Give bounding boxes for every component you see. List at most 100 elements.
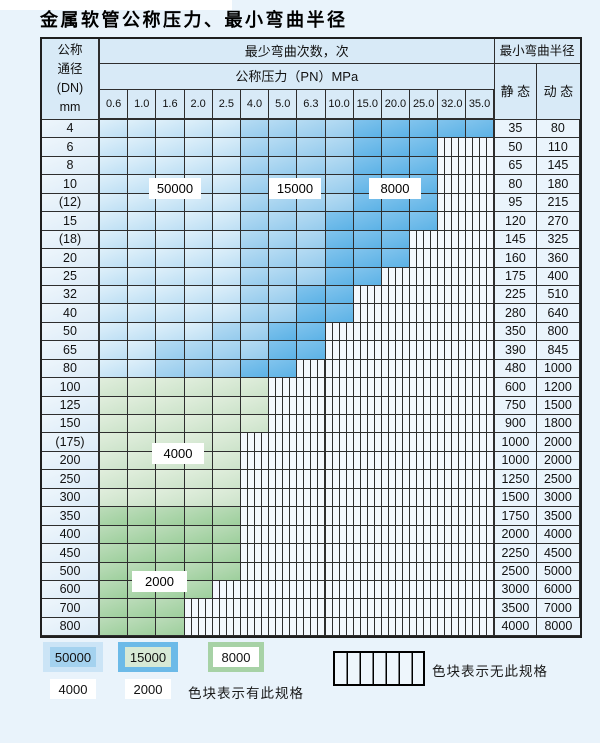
grid-cell <box>438 562 467 581</box>
grid-cell <box>156 285 185 305</box>
grid-cell <box>156 341 185 360</box>
grid-cell <box>184 396 213 415</box>
dynamic-value: 5000 <box>537 562 580 581</box>
grid-cell <box>466 562 495 581</box>
grid-cell <box>410 525 439 545</box>
grid-cell <box>184 267 213 286</box>
grid-cell <box>381 599 411 618</box>
grid-cell <box>269 451 298 471</box>
grid-cell <box>156 525 185 545</box>
static-value: 1250 <box>494 470 538 489</box>
grid-cell <box>438 341 467 360</box>
static-value: 3000 <box>494 580 538 600</box>
grid-cell <box>156 138 185 157</box>
grid-cell <box>269 415 298 434</box>
pressure-tick: 1.0 <box>128 90 157 120</box>
grid-cell <box>100 507 129 526</box>
grid-cell <box>410 580 439 600</box>
grid-cell <box>353 544 382 563</box>
top-white-strip <box>0 0 232 10</box>
grid-cell <box>438 488 467 508</box>
grid-cell <box>353 341 382 360</box>
grid-cell <box>156 212 185 231</box>
grid-cell <box>212 230 241 250</box>
grid-cell <box>269 322 298 342</box>
dn-value: 200 <box>42 451 100 471</box>
grid-cell <box>128 138 157 157</box>
grid-cell <box>325 304 354 323</box>
grid-cell <box>212 433 241 452</box>
grid-cell <box>297 451 326 471</box>
grid-cell <box>156 267 185 286</box>
grid-cell <box>297 415 326 434</box>
grid-cell <box>212 156 241 176</box>
grid-cell <box>184 562 213 581</box>
static-value: 175 <box>494 267 538 286</box>
static-value: 2500 <box>494 562 538 581</box>
dynamic-value: 7000 <box>537 599 580 618</box>
grid-cell <box>325 617 354 637</box>
grid-cell <box>184 415 213 434</box>
grid-cell <box>466 544 495 563</box>
legend-chip-8000: 8000 <box>208 642 264 672</box>
grid-cell <box>212 267 241 286</box>
pressure-tick: 6.3 <box>297 90 326 120</box>
pressure-tick: 15.0 <box>353 90 382 120</box>
grid-cell <box>212 396 241 415</box>
grid-cell <box>438 415 467 434</box>
grid-cell <box>156 156 185 176</box>
legend-hatch-box <box>333 651 425 686</box>
grid-cell <box>438 617 467 637</box>
legend-available-label: 色块表示有此规格 <box>188 686 304 701</box>
grid-cell <box>128 433 157 452</box>
dynamic-value: 4500 <box>537 544 580 563</box>
grid-cell <box>100 322 129 342</box>
static-value: 35 <box>494 120 538 139</box>
grid-cell <box>466 451 495 471</box>
static-value: 1000 <box>494 451 538 471</box>
grid-cell <box>240 544 270 563</box>
grid-cell <box>381 617 411 637</box>
grid-cell <box>212 562 241 581</box>
grid-cell <box>240 525 270 545</box>
grid-cell <box>353 249 382 268</box>
grid-cell <box>353 599 382 618</box>
grid-cell <box>438 525 467 545</box>
grid-cell <box>100 562 129 581</box>
dynamic-value: 1500 <box>537 396 580 415</box>
dynamic-value: 510 <box>537 285 580 305</box>
grid-cell <box>438 212 467 231</box>
grid-cell <box>466 267 495 286</box>
grid-cell <box>269 285 298 305</box>
grid-cell <box>381 322 411 342</box>
grid-cell <box>297 249 326 268</box>
grid-cell <box>325 359 354 379</box>
grid-cell <box>269 138 298 157</box>
grid-cell <box>325 120 354 139</box>
grid-cell <box>212 378 241 397</box>
grid-cell <box>325 470 354 489</box>
grid-cell <box>128 470 157 489</box>
grid-cell <box>410 341 439 360</box>
grid-cell <box>100 249 129 268</box>
grid-cell <box>100 193 129 213</box>
grid-cell <box>212 249 241 268</box>
grid-cell <box>325 599 354 618</box>
dn-value: 700 <box>42 599 100 618</box>
grid-cell <box>381 138 411 157</box>
grid-cell <box>184 525 213 545</box>
grid-cell <box>100 120 129 139</box>
grid-cell <box>240 599 270 618</box>
grid-cell <box>410 433 439 452</box>
grid-cell <box>297 212 326 231</box>
grid-cell <box>100 341 129 360</box>
dn-column-header: 公称 通径 (DN) mm <box>42 39 100 120</box>
grid-cell <box>212 451 241 471</box>
grid-cell <box>100 599 129 618</box>
grid-cell <box>381 212 411 231</box>
grid-cell <box>269 249 298 268</box>
pressure-tick: 2.5 <box>212 90 241 120</box>
grid-cell <box>353 138 382 157</box>
static-value: 160 <box>494 249 538 268</box>
dn-value: 250 <box>42 470 100 489</box>
